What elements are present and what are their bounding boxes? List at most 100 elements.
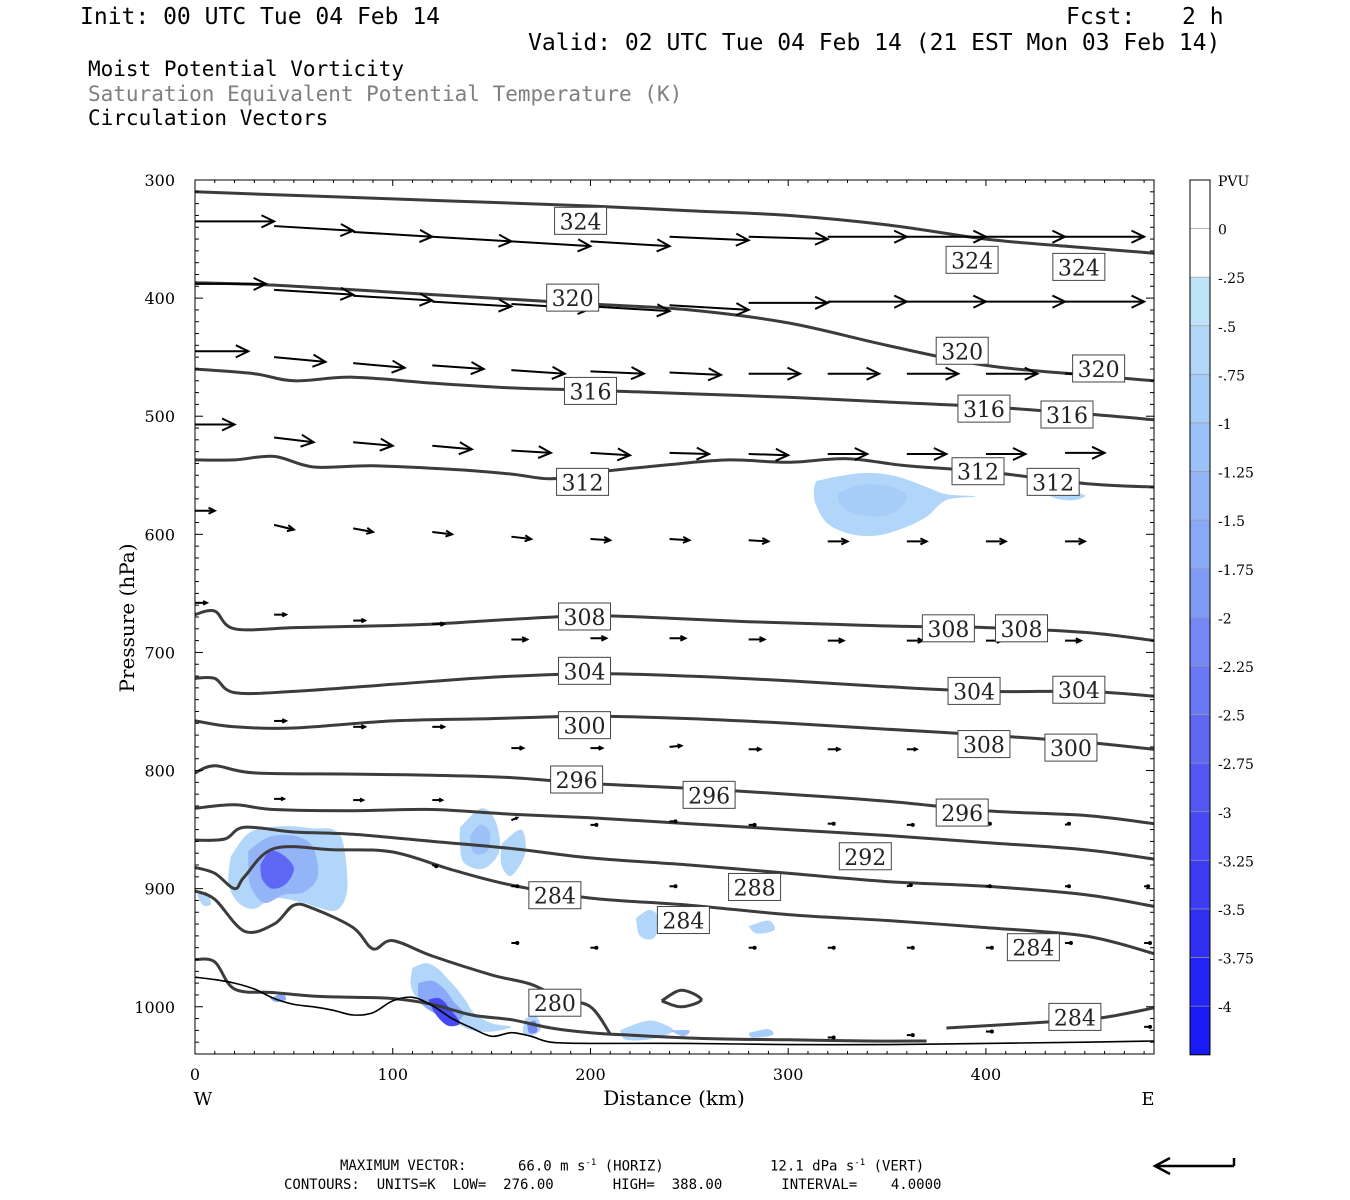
contour-label-box <box>838 842 892 871</box>
contour-label-box <box>957 394 1011 423</box>
vector-head <box>202 600 210 606</box>
contour-label-box <box>682 780 736 809</box>
colorbar-label: -2.25 <box>1218 660 1254 676</box>
vector-head <box>286 524 297 533</box>
contour-label-box <box>957 730 1011 759</box>
vector-head <box>598 745 605 751</box>
vector-arrow <box>827 366 882 381</box>
colorbar-swatch <box>1189 374 1211 424</box>
terrain-profile <box>195 976 1154 1046</box>
vector-head <box>208 506 218 515</box>
contour-label-text: 316 <box>1046 404 1088 429</box>
vector-shaft <box>748 453 789 457</box>
vector-head <box>656 238 672 253</box>
vector-arrow <box>906 945 915 950</box>
vector-head <box>987 821 992 826</box>
x-tick-label: 200 <box>575 1065 606 1084</box>
vector-arrow <box>827 294 910 309</box>
vector-shaft <box>748 235 828 241</box>
vector-head <box>1066 884 1071 889</box>
contour-label-box <box>546 283 600 312</box>
pv-region <box>837 484 907 517</box>
vector-head <box>603 535 613 544</box>
vector-arrow <box>1065 229 1147 244</box>
contour-label-box <box>935 336 989 365</box>
colorbar-swatch <box>1189 957 1211 1007</box>
vector-arrow <box>748 295 831 310</box>
vector-arrow <box>748 945 757 950</box>
contour-label-text: 296 <box>941 802 983 827</box>
vector-arrow <box>1144 940 1153 945</box>
colorbar-swatch <box>1189 665 1211 715</box>
theta-es-contour-line <box>660 988 703 1009</box>
contour-label-text: 316 <box>963 398 1005 423</box>
vector-arrow <box>273 523 297 533</box>
vector-head <box>677 743 684 749</box>
vector-arrow <box>511 238 593 253</box>
vector-shaft <box>511 369 565 375</box>
theta-es-contour-line <box>195 845 1154 956</box>
vector-head <box>838 637 846 644</box>
max-vert-value: 12.1 dPa s <box>770 1158 855 1175</box>
vector-arrow <box>669 743 684 749</box>
contour-label-box <box>528 988 582 1017</box>
contour-label-text: 308 <box>1001 618 1043 643</box>
vector-shaft <box>748 539 769 543</box>
vector-shaft <box>273 523 295 531</box>
vector-head <box>1148 940 1153 945</box>
vector-head <box>1068 940 1073 945</box>
vector-arrow <box>748 231 831 246</box>
pv-region <box>748 1029 774 1038</box>
contour-label-text: 308 <box>963 734 1005 759</box>
colorbar-label: -2 <box>1218 611 1232 627</box>
vector-arrow <box>748 447 791 462</box>
colorbar-label: -.5 <box>1218 320 1236 336</box>
vector-head <box>498 298 514 313</box>
vector-arrow <box>906 883 913 888</box>
axes: 0 100 200 300 400 300 400 500 600 700 800 900 1000 <box>134 171 1154 1084</box>
vector-head <box>521 636 530 643</box>
vector-arrow <box>906 746 920 752</box>
vector-head <box>787 366 803 381</box>
vector-head <box>933 447 949 461</box>
contour-label: 308 <box>921 614 975 643</box>
vector-arrow <box>432 441 475 456</box>
theta-es-contour-line <box>195 764 1154 826</box>
colorbar-swatch <box>1189 568 1211 618</box>
vector-head <box>515 816 520 821</box>
contour-label-box <box>554 206 608 235</box>
contour-label-box <box>921 614 975 643</box>
vector-arrow <box>669 884 678 889</box>
contour-label-box <box>550 765 604 794</box>
contour-label-box <box>558 711 612 740</box>
pv-shading <box>197 472 1086 1041</box>
vector-head <box>434 864 439 869</box>
vector-head <box>339 223 356 238</box>
contour-label: 324 <box>945 245 999 274</box>
circulation-vectors <box>195 214 1153 1040</box>
pv-colorbar: 0 -.25 -.5 -.75 -1 -1.25 -1.5 -1.75 -2 -2.25 -2.5 -… <box>1189 179 1254 1056</box>
contour-label: 280 <box>528 988 582 1017</box>
vector-arrow <box>669 819 678 824</box>
contour-label-box <box>558 656 612 685</box>
vector-arrow <box>353 437 396 452</box>
vector-arrow <box>195 417 237 432</box>
vector-head <box>840 537 850 546</box>
vector-arrow <box>748 366 803 381</box>
contour-label-box <box>1040 400 1094 429</box>
max-vert-unit: (VERT) <box>873 1158 925 1175</box>
colorbar-label: -3.25 <box>1218 854 1254 870</box>
contour-label-text: 292 <box>844 846 886 871</box>
vector-head <box>594 822 599 827</box>
vector-head <box>445 529 455 538</box>
vector-head <box>438 797 445 803</box>
vector-arrow <box>985 945 994 950</box>
vector-arrow <box>1065 940 1073 945</box>
vector-head <box>752 822 757 827</box>
east-label: E <box>1141 1089 1154 1110</box>
contour-label-box <box>528 881 582 910</box>
vector-head <box>1075 637 1084 644</box>
vector-head <box>1148 1024 1153 1029</box>
vector-shaft <box>590 451 631 457</box>
vector-head <box>673 819 678 824</box>
